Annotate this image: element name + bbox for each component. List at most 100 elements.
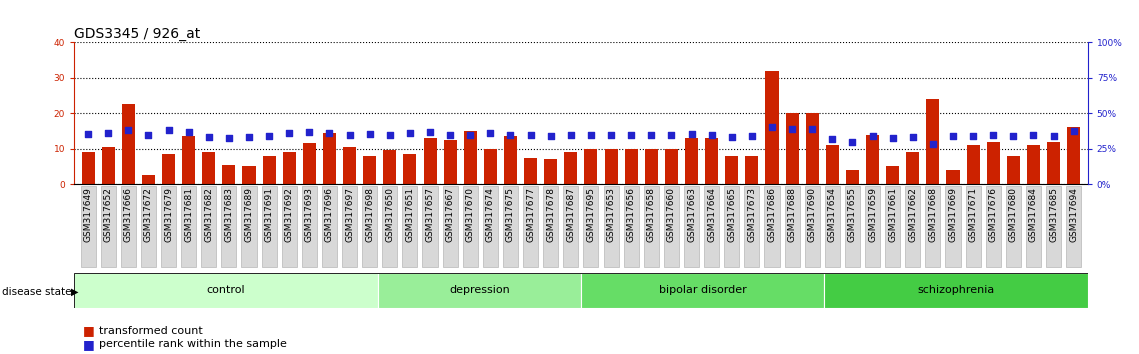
Bar: [222, 165, 236, 184]
Text: GSM317687: GSM317687: [566, 187, 575, 242]
Text: GSM317672: GSM317672: [144, 187, 153, 241]
FancyBboxPatch shape: [74, 273, 378, 308]
Bar: [363, 156, 376, 184]
FancyBboxPatch shape: [604, 186, 618, 267]
Text: GSM317673: GSM317673: [747, 187, 756, 242]
FancyBboxPatch shape: [443, 186, 458, 267]
Bar: [484, 149, 497, 184]
Text: GSM317679: GSM317679: [164, 187, 173, 242]
Point: [944, 133, 962, 139]
Point: [722, 135, 740, 140]
Bar: [645, 149, 658, 184]
Text: GSM317667: GSM317667: [445, 187, 454, 242]
FancyBboxPatch shape: [945, 186, 960, 267]
Text: GSM317654: GSM317654: [828, 187, 837, 241]
Text: GSM317697: GSM317697: [345, 187, 354, 242]
Bar: [182, 136, 195, 184]
Point: [482, 130, 500, 136]
Text: GSM317683: GSM317683: [224, 187, 233, 242]
FancyBboxPatch shape: [402, 186, 418, 267]
Point: [120, 127, 138, 133]
Bar: [926, 99, 940, 184]
FancyBboxPatch shape: [81, 186, 96, 267]
FancyBboxPatch shape: [362, 186, 377, 267]
Text: GSM317669: GSM317669: [949, 187, 958, 242]
Point: [662, 132, 680, 137]
Bar: [544, 159, 557, 184]
Bar: [82, 152, 95, 184]
FancyBboxPatch shape: [704, 186, 719, 267]
FancyBboxPatch shape: [302, 186, 317, 267]
Bar: [343, 147, 357, 184]
Bar: [826, 145, 838, 184]
Point: [884, 135, 902, 141]
Point: [79, 131, 97, 137]
FancyBboxPatch shape: [423, 186, 437, 267]
Bar: [745, 156, 759, 184]
Point: [180, 129, 198, 135]
Text: GSM317651: GSM317651: [405, 187, 415, 242]
FancyBboxPatch shape: [564, 186, 579, 267]
Point: [139, 132, 157, 138]
FancyBboxPatch shape: [378, 273, 581, 308]
Point: [1044, 133, 1063, 139]
FancyBboxPatch shape: [1026, 186, 1041, 267]
Text: GSM317659: GSM317659: [868, 187, 877, 242]
Point: [763, 125, 781, 130]
Bar: [665, 149, 678, 184]
Text: GSM317677: GSM317677: [526, 187, 535, 242]
Bar: [303, 143, 316, 184]
Text: transformed count: transformed count: [99, 326, 203, 336]
Bar: [424, 138, 436, 184]
Text: GSM317649: GSM317649: [83, 187, 92, 241]
Point: [703, 132, 721, 137]
Bar: [1027, 145, 1040, 184]
Point: [380, 132, 399, 137]
Bar: [1047, 142, 1060, 184]
FancyBboxPatch shape: [100, 186, 116, 267]
Text: GSM317671: GSM317671: [968, 187, 977, 242]
Bar: [503, 136, 517, 184]
Text: ▶: ▶: [71, 287, 79, 297]
Bar: [524, 158, 538, 184]
Point: [1024, 132, 1042, 137]
Point: [682, 131, 700, 137]
Point: [99, 130, 117, 136]
Bar: [323, 133, 336, 184]
Bar: [947, 170, 959, 184]
Point: [562, 132, 580, 137]
FancyBboxPatch shape: [141, 186, 156, 267]
Text: GSM317665: GSM317665: [727, 187, 736, 242]
FancyBboxPatch shape: [121, 186, 136, 267]
Point: [782, 126, 801, 132]
FancyBboxPatch shape: [966, 186, 981, 267]
FancyBboxPatch shape: [1066, 186, 1081, 267]
Text: GSM317650: GSM317650: [385, 187, 394, 242]
FancyBboxPatch shape: [885, 186, 900, 267]
Text: GSM317663: GSM317663: [687, 187, 696, 242]
Point: [421, 130, 440, 135]
Text: ■: ■: [83, 325, 95, 337]
FancyBboxPatch shape: [161, 186, 177, 267]
Point: [199, 135, 218, 140]
Text: GSM317693: GSM317693: [305, 187, 314, 242]
FancyBboxPatch shape: [322, 186, 337, 267]
FancyBboxPatch shape: [785, 186, 800, 267]
Point: [803, 126, 821, 132]
Text: GSM317678: GSM317678: [547, 187, 555, 242]
Bar: [726, 156, 738, 184]
Point: [301, 130, 319, 135]
Point: [601, 132, 620, 137]
FancyBboxPatch shape: [181, 186, 196, 267]
Bar: [263, 156, 276, 184]
Bar: [1067, 127, 1080, 184]
FancyBboxPatch shape: [581, 273, 825, 308]
Text: ■: ■: [83, 338, 95, 350]
Text: schizophrenia: schizophrenia: [917, 285, 994, 295]
FancyBboxPatch shape: [342, 186, 358, 267]
Bar: [142, 175, 155, 184]
Bar: [624, 149, 638, 184]
FancyBboxPatch shape: [483, 186, 498, 267]
Text: GSM317670: GSM317670: [466, 187, 475, 242]
Point: [280, 130, 298, 136]
